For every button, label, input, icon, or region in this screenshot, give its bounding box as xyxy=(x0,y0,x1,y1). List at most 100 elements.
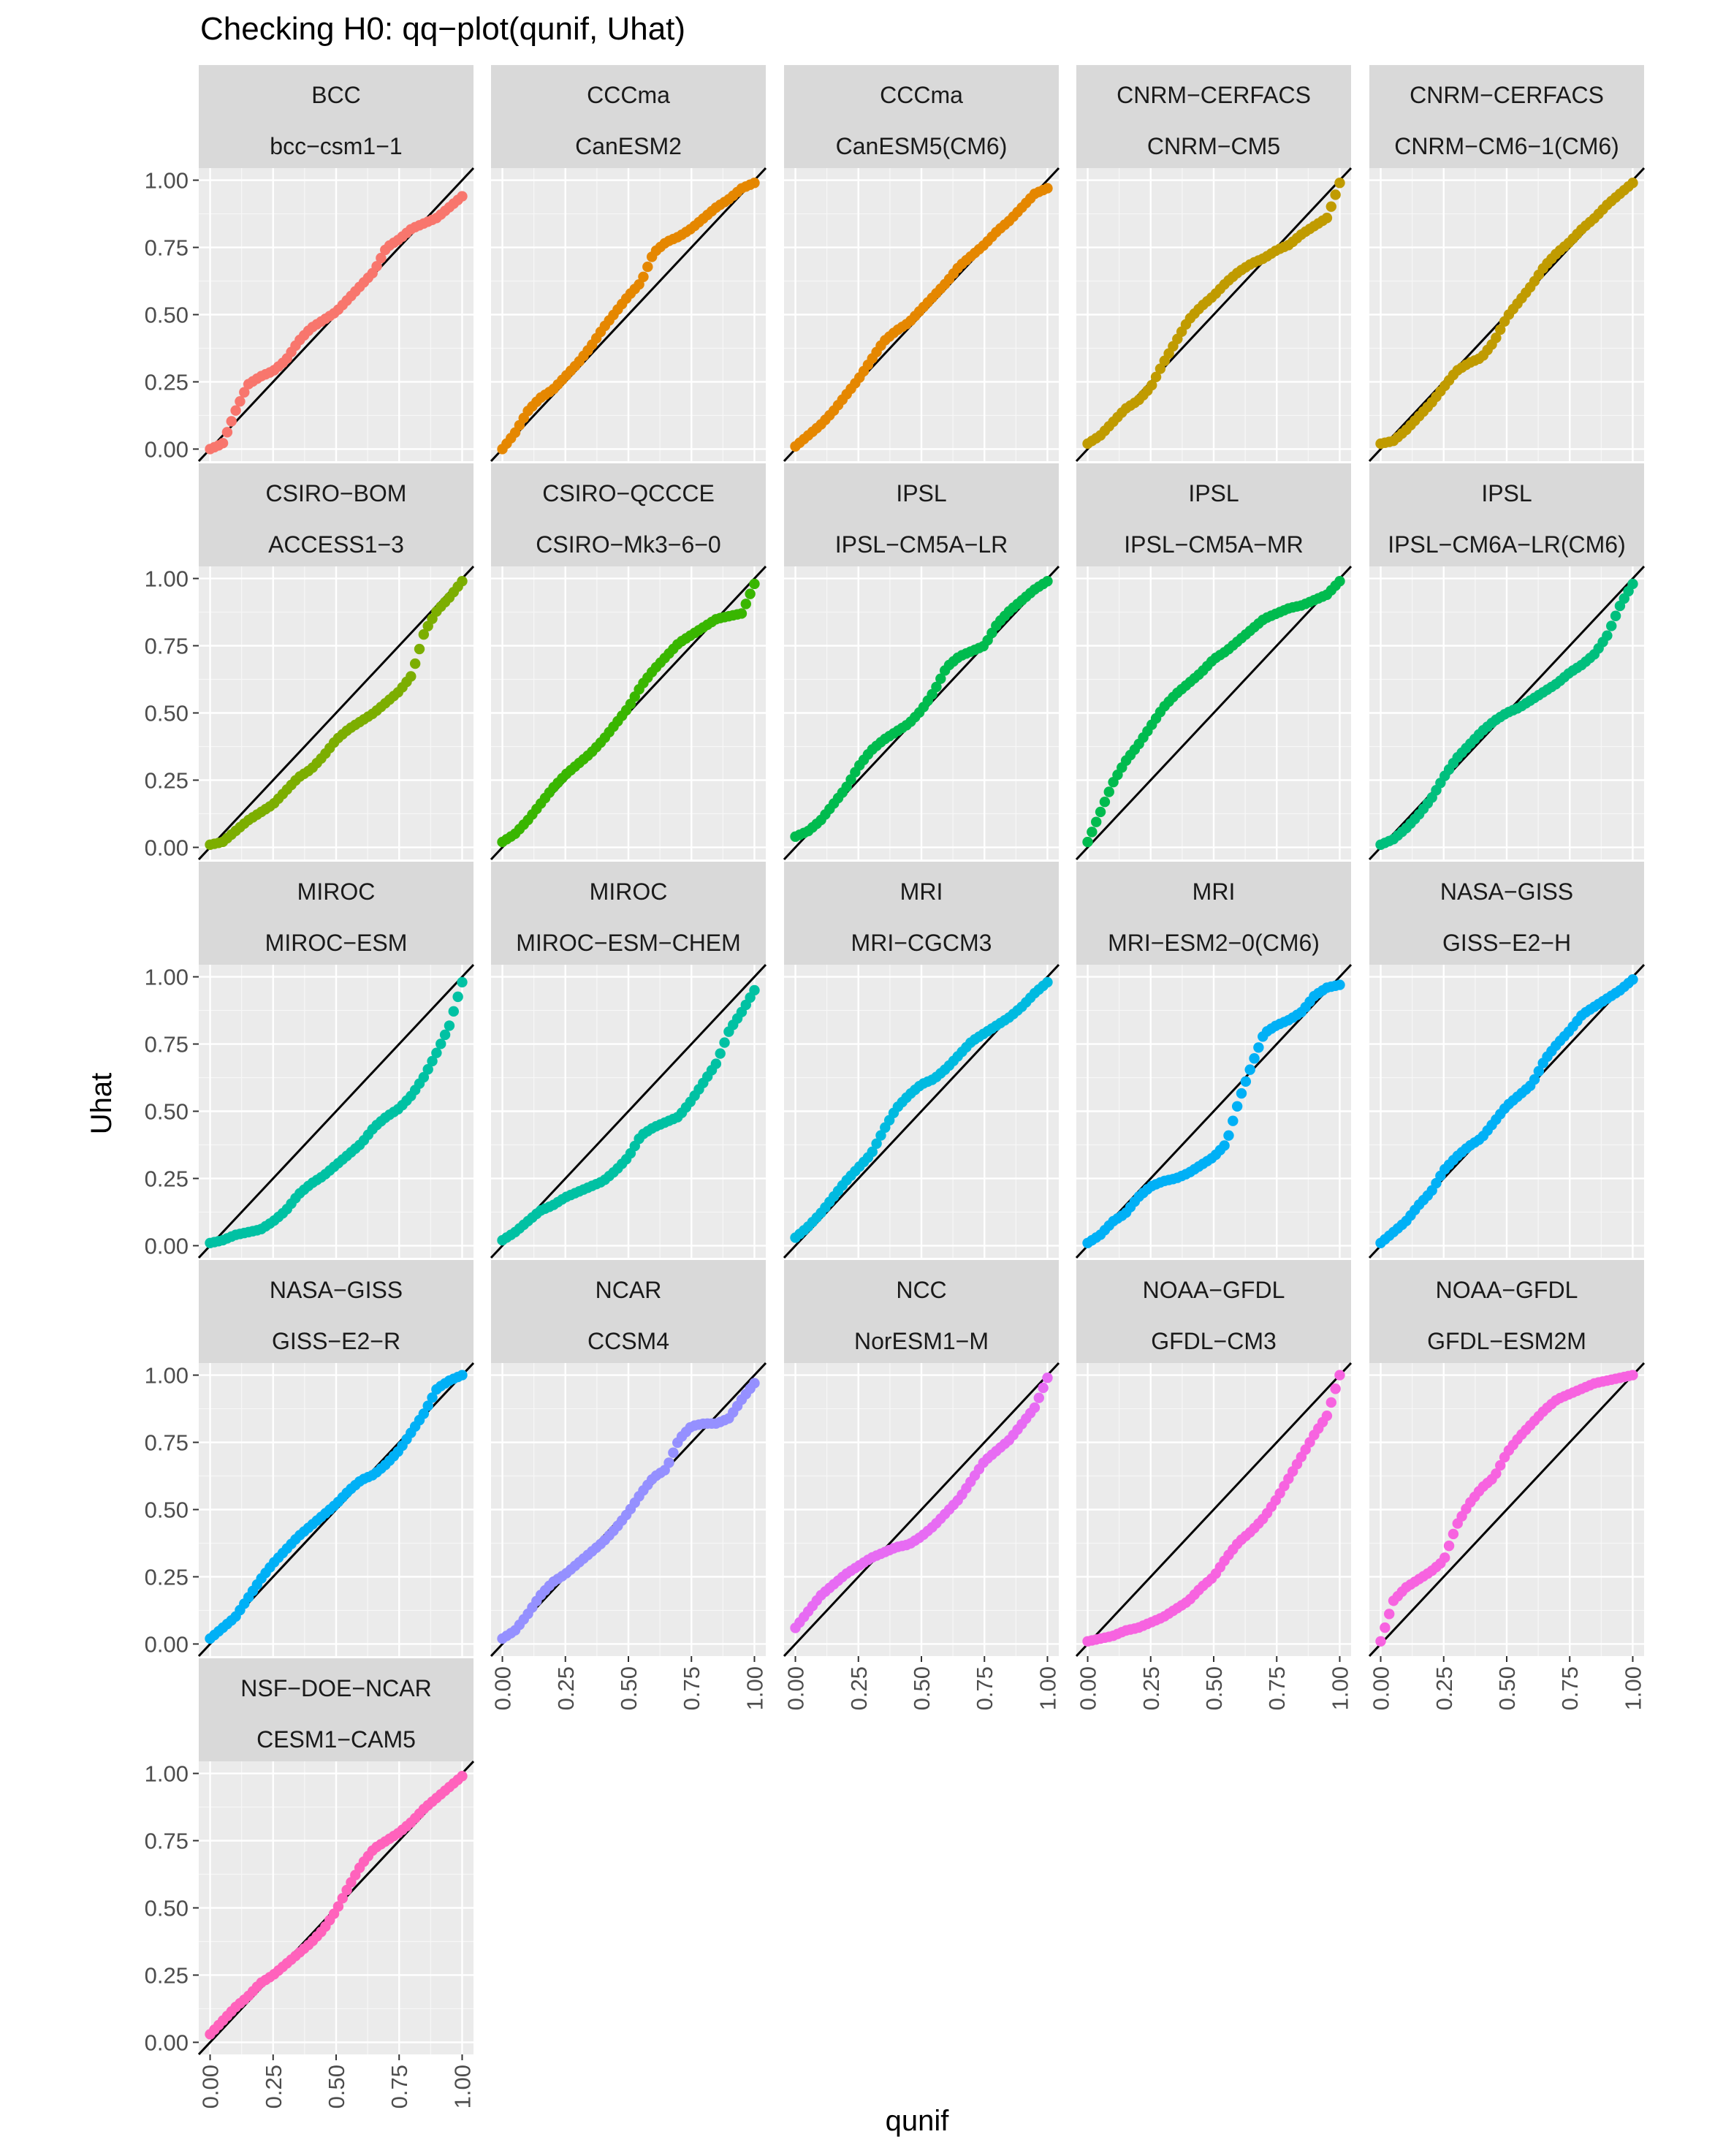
panel-strip xyxy=(199,862,473,965)
y-tick-label: 0.25 xyxy=(145,1564,189,1590)
strip-label-model: CCSM4 xyxy=(587,1328,669,1354)
strip-label-model: GISS−E2−H xyxy=(1442,930,1571,956)
data-point xyxy=(1253,1042,1264,1053)
strip-label-group: CNRM−CERFACS xyxy=(1117,82,1311,108)
reference-line xyxy=(490,167,767,463)
data-point xyxy=(422,1063,433,1075)
y-tick-label: 0.00 xyxy=(145,835,189,860)
data-point xyxy=(457,1771,468,1782)
panel-strip xyxy=(1076,463,1351,566)
strip-label-model: CSIRO−Mk3−6−0 xyxy=(536,531,720,558)
data-point xyxy=(1448,1528,1459,1540)
strip-label-model: CanESM5(CM6) xyxy=(836,133,1008,159)
y-tick-label: 0.00 xyxy=(145,1631,189,1657)
data-point xyxy=(749,178,760,189)
data-point xyxy=(457,1370,468,1381)
strip-label-model: CanESM2 xyxy=(575,133,682,159)
panel: NASA−GISS GISS−E2−R 0.00 0.25 0.50 0.75 1.00 xyxy=(145,1260,475,1657)
x-tick-label: 0.25 xyxy=(553,1666,579,1710)
panel: MRI MRI−ESM2−0(CM6) xyxy=(1075,862,1353,1259)
panel-strip xyxy=(1369,463,1644,566)
data-point xyxy=(867,1146,878,1158)
y-tick-label: 0.75 xyxy=(145,1430,189,1456)
panel-strip xyxy=(1369,65,1644,168)
data-point xyxy=(749,1378,760,1389)
x-tick-label: 0.50 xyxy=(616,1666,642,1710)
data-point xyxy=(740,599,751,610)
panel-strip xyxy=(784,463,1059,566)
reference-line xyxy=(197,565,475,861)
y-tick-label: 0.00 xyxy=(145,2030,189,2055)
panel: NOAA−GFDL GFDL−ESM2M 0.00 0.25 0.50 0.75 1.00 xyxy=(1369,1260,1646,1710)
panel: IPSL IPSL−CM5A−MR xyxy=(1075,463,1353,861)
panel-strip xyxy=(1076,862,1351,965)
x-tick-label: 0.00 xyxy=(1369,1666,1394,1710)
panel: CSIRO−QCCCE CSIRO−Mk3−6−0 xyxy=(490,463,767,861)
y-tick-label: 1.00 xyxy=(145,965,189,990)
data-point xyxy=(448,1006,459,1017)
strip-label-group: CSIRO−QCCCE xyxy=(542,480,715,506)
strip-label-group: MIROC xyxy=(297,878,376,905)
strip-label-model: NorESM1−M xyxy=(854,1328,989,1354)
data-point xyxy=(1495,324,1506,335)
data-point xyxy=(406,671,417,682)
strip-label-group: MRI xyxy=(1193,878,1236,905)
x-tick-label: 0.75 xyxy=(679,1666,704,1710)
panel: MRI MRI−CGCM3 xyxy=(783,862,1060,1259)
data-point xyxy=(1155,363,1166,374)
reference-line xyxy=(1368,1362,1646,1658)
data-point xyxy=(638,271,649,283)
data-point xyxy=(1443,1540,1455,1552)
data-point xyxy=(1325,201,1336,212)
data-point xyxy=(715,1048,726,1059)
strip-label-group: NSF−DOE−NCAR xyxy=(240,1675,431,1701)
strip-label-model: ACCESS1−3 xyxy=(268,531,404,558)
strip-label-group: NCC xyxy=(896,1277,946,1303)
data-point xyxy=(452,991,463,1003)
strip-label-group: CCCma xyxy=(587,82,670,108)
y-tick-label: 0.75 xyxy=(145,1032,189,1058)
y-tick-label: 0.75 xyxy=(145,1829,189,1854)
strip-label-model: MIROC−ESM xyxy=(265,930,408,956)
data-point xyxy=(871,1138,882,1149)
panel-strip xyxy=(1369,862,1644,965)
x-tick-label: 0.00 xyxy=(1076,1666,1101,1710)
data-point xyxy=(1091,816,1102,827)
data-point xyxy=(1087,827,1098,838)
y-tick-label: 1.00 xyxy=(145,1761,189,1787)
data-point xyxy=(1228,1115,1239,1126)
y-tick-label: 1.00 xyxy=(145,1363,189,1389)
data-point xyxy=(409,658,421,669)
strip-label-group: IPSL xyxy=(896,480,946,506)
strip-label-group: IPSL xyxy=(1481,480,1532,506)
data-point xyxy=(1082,836,1093,848)
data-point xyxy=(1380,1622,1391,1633)
y-tick-label: 0.50 xyxy=(145,1099,189,1125)
panel-strip xyxy=(199,463,473,566)
data-point xyxy=(418,629,430,640)
panel-strip xyxy=(784,1260,1059,1363)
data-point xyxy=(1334,178,1345,189)
panel-strip xyxy=(1076,1260,1351,1363)
data-point xyxy=(427,1392,438,1403)
data-point xyxy=(1033,1392,1044,1403)
x-tick-label: 0.25 xyxy=(1138,1666,1164,1710)
data-point xyxy=(1491,1468,1502,1479)
data-point xyxy=(1627,1370,1638,1381)
strip-label-group: CCCma xyxy=(880,82,963,108)
panel: NCAR CCSM4 0.00 0.25 0.50 0.75 1.00 xyxy=(490,1260,767,1710)
strip-label-model: IPSL−CM5A−LR xyxy=(835,531,1008,558)
panel-strip xyxy=(784,65,1059,168)
strip-label-model: bcc−csm1−1 xyxy=(270,133,402,159)
x-tick-label: 0.50 xyxy=(909,1666,935,1710)
reference-line xyxy=(197,963,475,1259)
data-point xyxy=(1627,974,1638,985)
strip-label-model: MRI−ESM2−0(CM6) xyxy=(1108,930,1320,956)
data-point xyxy=(422,1400,433,1411)
data-point xyxy=(332,1901,344,1912)
y-tick-label: 0.75 xyxy=(145,235,189,261)
panel-strip xyxy=(1369,1260,1644,1363)
x-tick-label: 1.00 xyxy=(1035,1666,1060,1710)
data-point xyxy=(931,681,942,693)
data-point xyxy=(1103,786,1114,797)
